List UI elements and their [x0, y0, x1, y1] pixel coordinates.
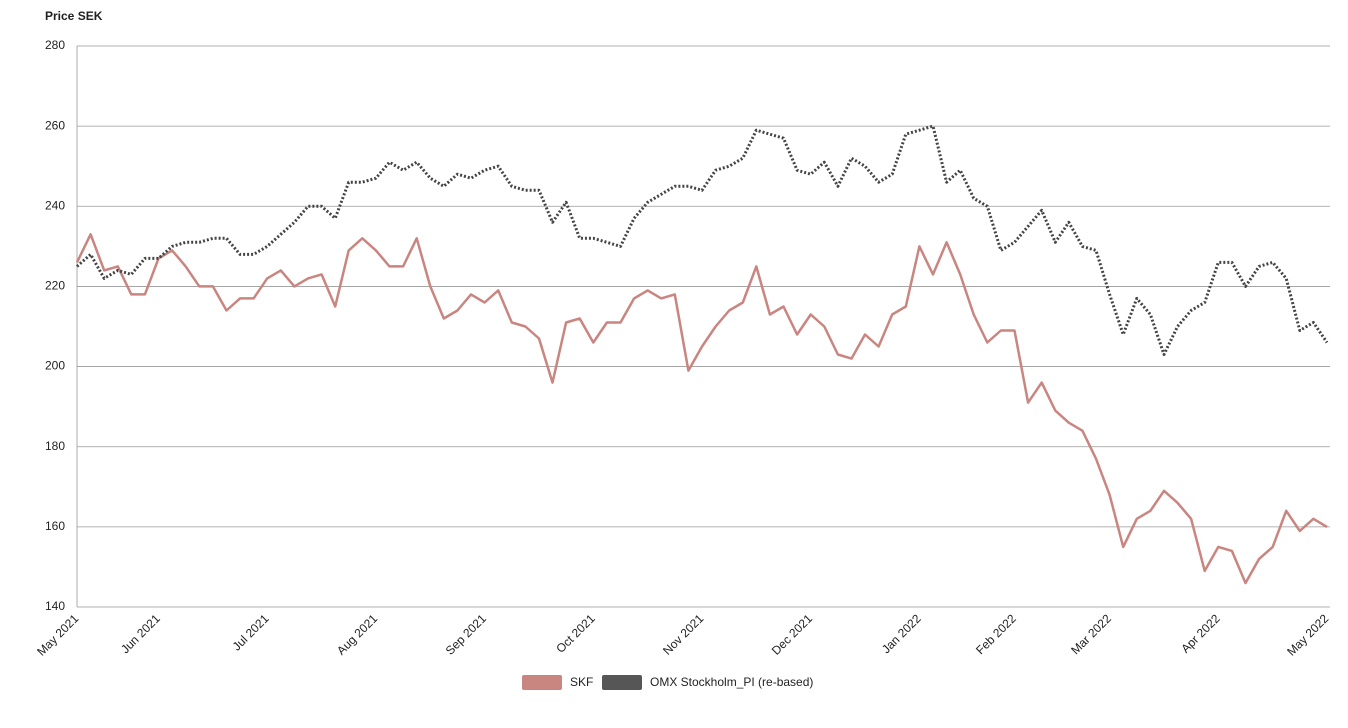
x-tick-label: May 2021: [34, 611, 81, 658]
x-tick-label: Jun 2021: [118, 611, 163, 656]
y-tick-label: 240: [45, 198, 65, 212]
legend-swatch: [602, 675, 642, 690]
x-tick-label: Sep 2021: [443, 611, 489, 657]
x-tick-label: Nov 2021: [660, 611, 706, 657]
y-tick-label: 200: [45, 359, 65, 373]
legend-label: OMX Stockholm_PI (re-based): [650, 675, 813, 689]
x-tick-label: Feb 2022: [973, 611, 1019, 657]
y-tick-label: 160: [45, 519, 65, 533]
x-tick-label: Oct 2021: [553, 611, 598, 656]
y-tick-label: 180: [45, 439, 65, 453]
x-tick-label: Aug 2021: [334, 611, 380, 657]
x-tick-label: Apr 2022: [1178, 611, 1223, 656]
x-tick-label: Mar 2022: [1068, 611, 1114, 657]
legend-swatch: [522, 675, 562, 690]
y-axis-title: Price SEK: [45, 9, 103, 23]
x-tick-label: May 2022: [1284, 611, 1331, 658]
y-tick-label: 260: [45, 118, 65, 132]
y-tick-label: 280: [45, 38, 65, 52]
line: [75, 233, 1328, 585]
legend-label: SKF: [570, 675, 593, 689]
x-tick-label: Dec 2021: [769, 611, 815, 657]
line: [76, 124, 1329, 356]
x-tick-label: Jan 2022: [879, 611, 924, 656]
y-tick-label: 220: [45, 279, 65, 293]
x-tick-label: Jul 2021: [230, 611, 272, 653]
y-tick-label: 140: [45, 599, 65, 613]
